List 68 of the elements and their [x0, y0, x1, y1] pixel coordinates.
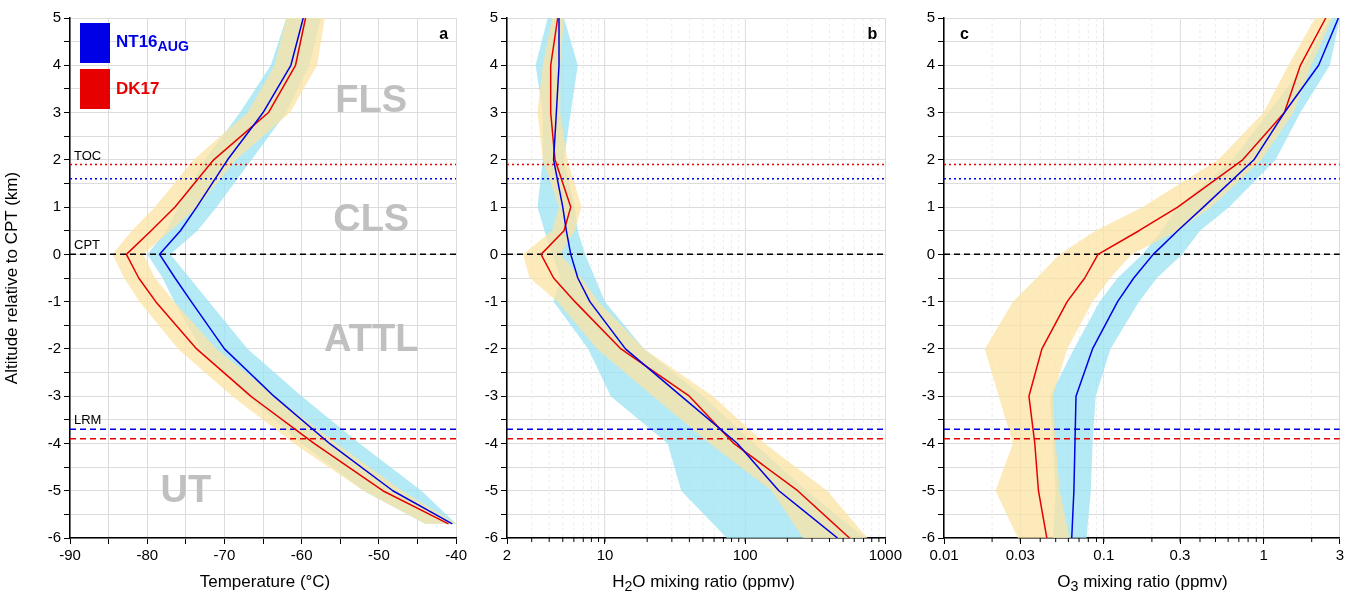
x-tick-label: 0.3	[1169, 546, 1191, 564]
x-tick-label: -40	[445, 546, 467, 564]
annotation: b	[867, 25, 878, 43]
y-tick-label: -4	[921, 433, 935, 451]
x-tick-label: 3	[1335, 546, 1344, 564]
y-tick-label: -2	[47, 339, 61, 357]
annotation: FLS	[335, 77, 408, 120]
y-tick-label: -1	[921, 291, 935, 309]
y-tick-label: -1	[484, 291, 498, 309]
y-tick-label: -3	[484, 386, 498, 404]
x-tick-label: 0.03	[1005, 546, 1035, 564]
x-axis-title: H$_{2}$O mixing ratio (ppmv)	[612, 572, 795, 595]
ref-line-label: LRM	[74, 412, 102, 428]
x-tick-label: 100	[732, 546, 758, 564]
y-tick-label: 3	[489, 102, 498, 120]
y-tick-label: 4	[52, 55, 61, 73]
y-axis-title: Altitude relative to CPT (km)	[2, 171, 22, 385]
x-tick-label: 10	[596, 546, 614, 564]
y-tick-label: 4	[926, 55, 935, 73]
x-tick-label: -50	[368, 546, 390, 564]
y-tick-label: 0	[52, 244, 61, 262]
y-tick-label: 5	[926, 8, 935, 26]
y-tick-label: 3	[52, 102, 61, 120]
x-tick-label: 1000	[868, 546, 902, 564]
y-tick-label: -5	[47, 480, 61, 498]
legend-label: DK17	[116, 79, 160, 99]
y-tick-label: 5	[489, 8, 498, 26]
y-tick-label: -6	[484, 528, 498, 546]
y-tick-label: -4	[484, 433, 498, 451]
x-tick-label: 0.1	[1093, 546, 1115, 564]
y-tick-label: 1	[926, 197, 935, 215]
y-tick-label: 0	[489, 244, 498, 262]
x-tick-label: -80	[136, 546, 159, 564]
y-tick-label: 4	[489, 55, 498, 73]
x-tick-label: -60	[290, 546, 313, 564]
annotation: CLS	[333, 197, 410, 240]
annotation: a	[439, 25, 449, 43]
x-axis-title: Temperature (°C)	[199, 572, 331, 592]
annotation: ATTL	[324, 316, 419, 359]
x-tick-label: 2	[502, 546, 512, 564]
y-tick-label: 1	[52, 197, 61, 215]
x-tick-label: -70	[213, 546, 236, 564]
y-tick-label: -5	[921, 480, 935, 498]
y-tick-label: -3	[47, 386, 61, 404]
annotation: UT	[160, 467, 212, 510]
y-tick-label: -5	[484, 480, 498, 498]
y-tick-label: -1	[47, 291, 61, 309]
y-tick-label: 3	[926, 102, 935, 120]
x-axis-title: O$_{3}$ mixing ratio (ppmv)	[1057, 572, 1228, 595]
y-tick-label: 2	[52, 149, 61, 167]
y-tick-label: 5	[52, 8, 61, 26]
y-tick-label: -4	[47, 433, 61, 451]
x-tick-label: -90	[59, 546, 81, 564]
ref-line-label: CPT	[74, 237, 101, 253]
ref-line-label: TOC	[74, 147, 102, 163]
annotation: c	[960, 25, 969, 43]
y-tick-label: -3	[921, 386, 935, 404]
y-tick-label: -2	[921, 339, 935, 357]
x-tick-label: 1	[1259, 546, 1268, 564]
x-tick-label: 0.01	[929, 546, 959, 564]
y-tick-label: -2	[484, 339, 498, 357]
y-tick-label: 2	[489, 149, 498, 167]
legend-label: NT16$_{AUG}$	[116, 31, 190, 55]
y-tick-label: 2	[926, 149, 935, 167]
y-tick-label: -6	[47, 528, 61, 546]
y-tick-label: -6	[921, 528, 935, 546]
y-tick-label: 1	[489, 197, 498, 215]
y-tick-label: 0	[926, 244, 935, 262]
